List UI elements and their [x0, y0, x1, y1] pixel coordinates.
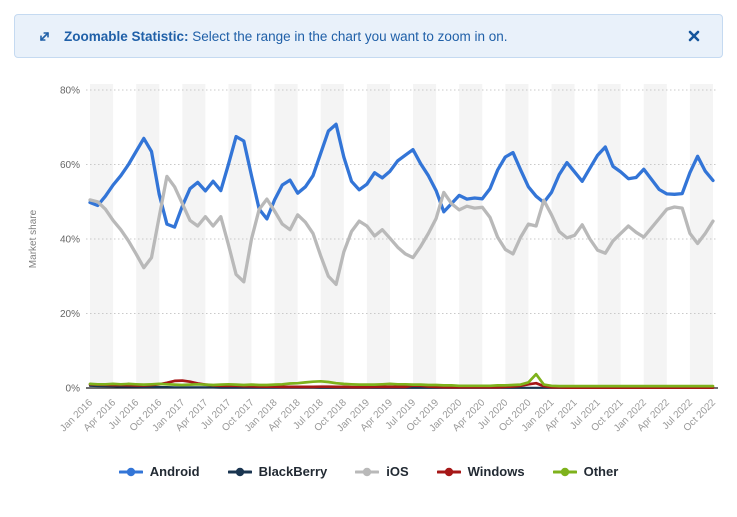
- y-tick-label: 40%: [60, 235, 80, 246]
- legend-item-android[interactable]: Android: [118, 464, 200, 479]
- y-tick-label: 60%: [60, 160, 80, 171]
- legend-marker-icon: [118, 467, 143, 476]
- plot-band: [90, 84, 114, 388]
- series-line-android: [88, 122, 715, 229]
- chart-legend: Android BlackBerry iOS Windows Other: [0, 464, 737, 479]
- plot-band: [643, 84, 667, 388]
- legend-label: Windows: [467, 464, 525, 479]
- legend-marker-icon: [436, 467, 461, 476]
- series-line-ios: [88, 174, 715, 287]
- y-axis-title: Market share: [28, 209, 39, 268]
- legend-marker-icon: [552, 467, 577, 476]
- legend-label: Android: [149, 464, 200, 479]
- plot-band: [366, 84, 390, 388]
- legend-item-ios[interactable]: iOS: [355, 464, 409, 479]
- y-tick-label: 80%: [60, 86, 80, 97]
- plot-band: [274, 84, 298, 388]
- series-line-other: [88, 372, 715, 388]
- y-tick-label: 0%: [66, 384, 81, 395]
- banner-text: Zoomable Statistic: Select the range in …: [64, 29, 507, 44]
- plot-band: [459, 84, 483, 388]
- plot-band: [228, 84, 252, 388]
- zoomable-statistic-banner: Zoomable Statistic: Select the range in …: [14, 14, 723, 58]
- legend-label: BlackBerry: [258, 464, 328, 479]
- legend-label: Other: [583, 464, 619, 479]
- legend-item-windows[interactable]: Windows: [436, 464, 525, 479]
- legend-marker-icon: [355, 467, 380, 476]
- zoom-expand-icon: [40, 31, 49, 41]
- plot-band: [320, 84, 344, 388]
- banner-text-rest: Select the range in the chart you want t…: [188, 28, 508, 44]
- legend-item-other[interactable]: Other: [552, 464, 619, 479]
- plot-band: [182, 84, 206, 388]
- legend-marker-icon: [227, 467, 252, 476]
- legend-label: iOS: [386, 464, 409, 479]
- plot-band: [597, 84, 621, 388]
- close-icon[interactable]: [688, 30, 700, 42]
- plot-band: [413, 84, 437, 388]
- legend-item-blackberry[interactable]: BlackBerry: [227, 464, 328, 479]
- series-line-windows: [88, 379, 715, 389]
- banner-text-bold: Zoomable Statistic:: [64, 28, 189, 44]
- y-tick-label: 20%: [60, 309, 80, 320]
- plot-band: [505, 84, 529, 388]
